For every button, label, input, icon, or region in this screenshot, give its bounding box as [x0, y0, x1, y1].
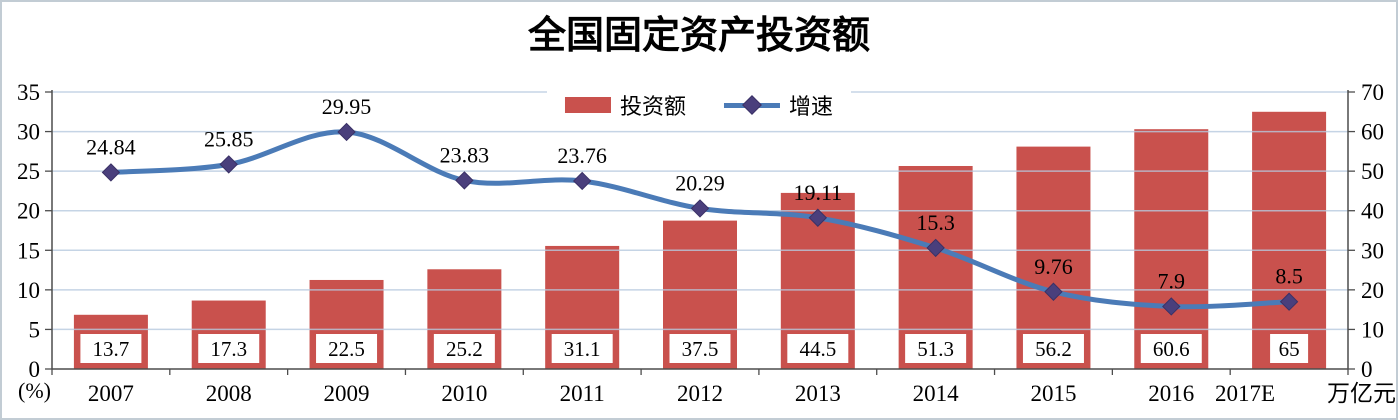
marker-2012 — [690, 199, 710, 218]
marker-2011 — [572, 171, 592, 191]
bar-label: 13.7 — [93, 337, 130, 361]
chart-title: 全国固定资产投资额 — [527, 15, 870, 57]
line-label: 20.29 — [675, 170, 725, 195]
category-label: 2017E — [1215, 381, 1275, 406]
left-axis-unit-label: (%) — [18, 378, 51, 403]
marker-2015 — [1044, 282, 1063, 301]
category-label: 2016 — [1148, 381, 1194, 406]
legend-item-growth: 增速 — [724, 89, 833, 121]
line-label: 7.9 — [1158, 268, 1186, 293]
line-label: 19.11 — [793, 180, 842, 205]
bar-label: 44.5 — [799, 337, 836, 361]
line-label: 29.95 — [322, 94, 372, 119]
bar-2015 — [1016, 146, 1091, 369]
right-tick-label: 0 — [1361, 357, 1373, 382]
left-tick-label: 35 — [17, 80, 40, 105]
legend-label-investment: 投资额 — [619, 94, 686, 119]
bar-label: 60.6 — [1153, 337, 1190, 361]
line-label: 8.5 — [1275, 264, 1303, 289]
bar-label: 56.2 — [1035, 337, 1072, 361]
marker-2016 — [1162, 297, 1181, 316]
bar-series-swatch-icon — [564, 97, 611, 113]
bar-label-box — [1022, 334, 1084, 363]
category-label: 2007 — [88, 381, 134, 406]
left-tick-label: 30 — [17, 120, 40, 145]
right-tick-label: 30 — [1361, 238, 1384, 263]
marker-2014 — [926, 238, 945, 258]
right-tick-label: 10 — [1361, 317, 1384, 342]
bar-label: 22.5 — [328, 337, 365, 361]
category-label: 2015 — [1030, 381, 1076, 406]
line-series-swatch-icon — [724, 95, 780, 115]
marker-2017E — [1279, 292, 1299, 311]
bar-label-box — [433, 334, 495, 363]
marker-2007 — [101, 163, 121, 182]
bar-label-box — [316, 334, 378, 363]
category-label: 2010 — [441, 381, 487, 406]
bar-label-box — [1270, 334, 1309, 363]
bar-2016 — [1134, 129, 1209, 369]
line-label: 9.76 — [1034, 254, 1073, 279]
bar-label-box — [551, 334, 613, 363]
bar-label-box — [198, 334, 260, 363]
bar-label: 65 — [1279, 337, 1300, 361]
left-tick-label: 5 — [29, 317, 41, 342]
right-tick-label: 20 — [1361, 278, 1384, 303]
marker-2009 — [337, 122, 356, 142]
bar-label: 31.1 — [564, 337, 601, 361]
line-label: 24.84 — [86, 134, 136, 159]
line-label: 23.76 — [557, 143, 607, 168]
line-label: 25.85 — [204, 126, 254, 151]
right-axis-unit-label: 万亿元 — [1327, 381, 1396, 406]
category-label: 2009 — [324, 381, 370, 406]
right-tick-label: 70 — [1361, 80, 1384, 105]
line-label: 23.83 — [440, 142, 490, 167]
legend: 投资额 增速 — [546, 86, 852, 124]
left-tick-label: 10 — [17, 278, 40, 303]
left-tick-label: 15 — [17, 238, 40, 263]
bar-label: 51.3 — [917, 337, 954, 361]
bar-label-box — [787, 334, 849, 363]
bar-label-box — [669, 334, 731, 363]
legend-label-growth: 增速 — [789, 94, 834, 119]
right-tick-label: 60 — [1361, 120, 1384, 145]
bar-label-box — [905, 334, 967, 363]
line-label: 15.3 — [916, 210, 955, 235]
marker-2010 — [455, 171, 474, 190]
right-tick-label: 50 — [1361, 159, 1384, 184]
category-label: 2014 — [913, 381, 960, 406]
right-tick-label: 40 — [1361, 199, 1384, 224]
legend-item-investment: 投资额 — [564, 89, 686, 121]
marker-2008 — [219, 155, 238, 174]
category-label: 2013 — [795, 381, 841, 406]
bar-label-box — [1140, 334, 1202, 363]
bar-label: 37.5 — [682, 337, 719, 361]
bar-label-box — [80, 334, 142, 363]
bar-label: 25.2 — [446, 337, 483, 361]
category-label: 2008 — [206, 381, 252, 406]
category-label: 2011 — [560, 381, 605, 406]
left-tick-label: 25 — [17, 159, 40, 184]
left-tick-label: 20 — [17, 199, 40, 224]
bar-2017E — [1252, 111, 1327, 370]
marker-2013 — [808, 208, 828, 227]
category-label: 2012 — [677, 381, 723, 406]
diamond-marker-icon — [742, 95, 762, 115]
bar-label: 17.3 — [210, 337, 247, 361]
left-tick-label: 0 — [29, 357, 41, 382]
